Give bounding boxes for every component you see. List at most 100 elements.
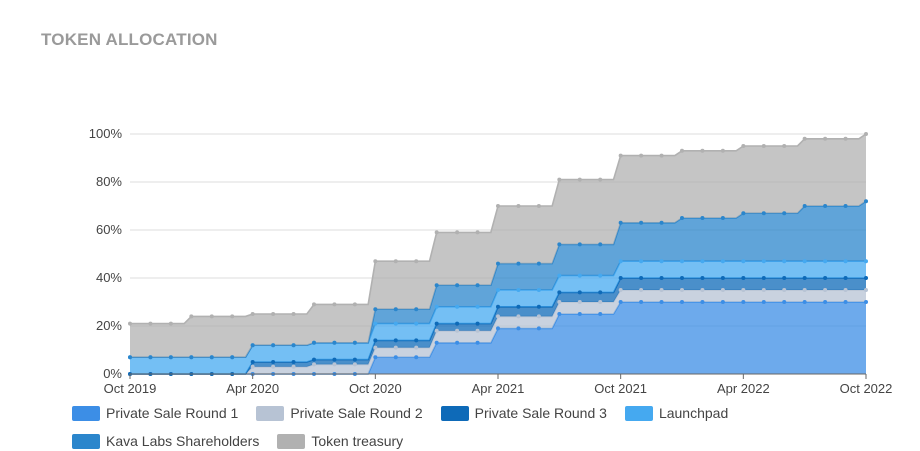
x-tick-label: Oct 2020	[349, 381, 402, 396]
data-point	[332, 302, 337, 307]
data-point	[577, 300, 582, 304]
data-point	[598, 177, 603, 182]
data-point	[434, 230, 439, 235]
data-point	[352, 357, 357, 362]
y-tick-label: 0%	[103, 366, 122, 381]
legend-item-launchpad[interactable]: Launchpad	[624, 403, 736, 423]
data-point	[475, 283, 480, 288]
x-tick-label: Apr 2020	[226, 381, 279, 396]
y-tick-label: 40%	[96, 270, 122, 285]
data-point	[475, 230, 480, 235]
legend-swatch	[72, 405, 100, 421]
data-point	[823, 276, 828, 280]
data-point	[741, 288, 746, 292]
data-point	[434, 283, 439, 288]
legend-item-private-sale-round-3[interactable]: Private Sale Round 3	[440, 403, 615, 423]
data-point	[680, 259, 684, 264]
chart-title: TOKEN ALLOCATION	[41, 30, 218, 49]
data-point	[148, 321, 153, 326]
data-point	[373, 321, 378, 326]
data-point	[720, 259, 725, 264]
data-point	[332, 357, 337, 362]
data-point	[843, 259, 848, 264]
data-point	[516, 314, 521, 319]
legend-swatch	[624, 405, 653, 421]
legend-label: Kava Labs Shareholders	[106, 433, 260, 449]
data-point	[455, 230, 460, 235]
data-point	[761, 300, 766, 304]
data-point	[741, 211, 746, 216]
data-point	[393, 307, 398, 312]
data-point	[618, 300, 623, 304]
data-point	[700, 276, 705, 280]
data-point	[598, 242, 603, 247]
data-point	[618, 276, 623, 280]
area-private-sale-round-3	[130, 278, 866, 374]
data-point	[802, 136, 807, 141]
data-point	[720, 148, 725, 153]
data-point	[864, 288, 868, 292]
data-point	[598, 312, 603, 316]
legend-label: Launchpad	[658, 405, 729, 421]
data-point	[864, 300, 868, 304]
data-point	[577, 177, 582, 182]
data-point	[414, 259, 419, 264]
data-point	[782, 288, 787, 292]
area-token-treasury	[130, 134, 866, 358]
data-point	[700, 148, 705, 153]
legend-item-kava-labs-shareholders[interactable]: Kava Labs Shareholders	[72, 431, 267, 451]
data-point	[475, 328, 480, 333]
data-point	[761, 288, 766, 292]
y-tick-label: 60%	[96, 222, 122, 237]
data-point	[823, 259, 828, 264]
data-point	[536, 314, 541, 319]
legend-item-private-sale-round-2[interactable]: Private Sale Round 2	[256, 403, 430, 423]
area-kava-labs-shareholders	[130, 201, 866, 358]
data-point	[864, 199, 868, 204]
data-point	[230, 355, 235, 360]
data-point	[414, 307, 419, 312]
data-point	[843, 276, 848, 280]
data-point	[700, 259, 705, 264]
data-point	[618, 153, 623, 158]
legend-item-private-sale-round-1[interactable]: Private Sale Round 1	[72, 403, 246, 423]
data-point	[864, 132, 868, 136]
data-point	[761, 144, 766, 148]
legend-swatch	[440, 405, 469, 421]
data-point	[680, 288, 684, 292]
legend-item-token-treasury[interactable]: Token treasury	[277, 431, 411, 451]
legend-swatch	[256, 405, 285, 421]
area-private-sale-round-2	[130, 290, 866, 374]
data-point	[434, 328, 439, 333]
data-point	[189, 355, 194, 360]
data-point	[352, 340, 357, 345]
legend-swatch	[277, 433, 306, 449]
data-point	[209, 355, 214, 360]
data-point	[291, 343, 296, 348]
data-point	[659, 220, 664, 225]
data-point	[598, 290, 603, 295]
data-point	[455, 328, 460, 333]
data-point	[659, 276, 664, 280]
data-point	[720, 300, 725, 304]
data-point	[843, 136, 848, 141]
data-point	[496, 204, 500, 208]
data-point	[332, 362, 337, 367]
data-point	[802, 288, 807, 292]
data-point	[577, 312, 582, 316]
data-point	[802, 300, 807, 304]
data-point	[516, 326, 521, 331]
data-point	[393, 338, 398, 343]
data-point	[455, 304, 460, 309]
legend-label: Private Sale Round 3	[474, 405, 607, 421]
data-point	[352, 302, 357, 307]
data-point	[802, 259, 807, 264]
y-tick-label: 100%	[89, 126, 123, 141]
data-point	[782, 300, 787, 304]
data-point	[802, 204, 807, 208]
data-point	[598, 273, 603, 278]
data-point	[823, 204, 828, 208]
data-point	[434, 340, 439, 345]
x-tick-label: Oct 2022	[840, 381, 893, 396]
data-point	[536, 204, 541, 208]
